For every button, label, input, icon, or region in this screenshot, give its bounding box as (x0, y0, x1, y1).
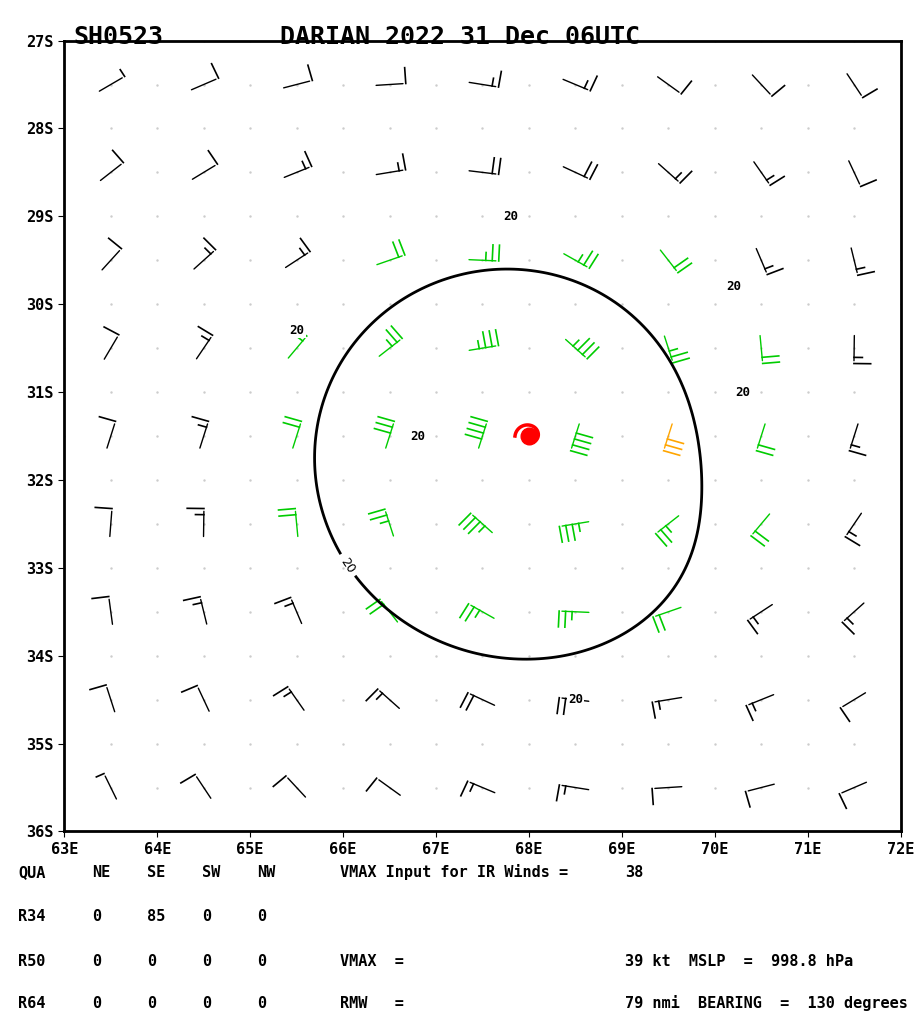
Text: RMW   =: RMW = (340, 996, 404, 1011)
Text: 20: 20 (410, 430, 425, 442)
Text: SH0523: SH0523 (74, 25, 164, 50)
Text: 0: 0 (147, 996, 156, 1011)
Text: 20: 20 (503, 210, 517, 223)
Text: 20: 20 (735, 385, 750, 399)
Text: 79 nmi  BEARING  =  130 degrees: 79 nmi BEARING = 130 degrees (625, 995, 908, 1011)
Text: 0: 0 (202, 910, 211, 925)
Text: 20: 20 (726, 280, 741, 293)
Text: R34: R34 (18, 910, 46, 925)
Text: SE: SE (147, 865, 165, 879)
Text: 20: 20 (568, 694, 583, 706)
Text: 0: 0 (92, 910, 101, 925)
Text: 0: 0 (202, 996, 211, 1011)
Text: SW: SW (202, 865, 221, 879)
Text: R64: R64 (18, 996, 46, 1011)
Text: 0: 0 (147, 954, 156, 969)
Text: 0: 0 (257, 910, 267, 925)
Text: 85: 85 (147, 910, 165, 925)
Text: VMAX  =: VMAX = (340, 954, 404, 969)
Text: 0: 0 (257, 996, 267, 1011)
Text: 0: 0 (202, 954, 211, 969)
Text: 0: 0 (257, 954, 267, 969)
Text: R50: R50 (18, 954, 46, 969)
Text: 0: 0 (92, 996, 101, 1011)
Text: 20: 20 (289, 324, 304, 337)
Text: NW: NW (257, 865, 276, 879)
Text: QUA: QUA (18, 865, 46, 879)
Text: DARIAN 2022 31 Dec 06UTC: DARIAN 2022 31 Dec 06UTC (279, 25, 640, 50)
Text: 0: 0 (92, 954, 101, 969)
Text: 39 kt  MSLP  =  998.8 hPa: 39 kt MSLP = 998.8 hPa (625, 954, 853, 969)
Text: 20: 20 (338, 555, 357, 575)
Text: VMAX Input for IR Winds =: VMAX Input for IR Winds = (340, 864, 568, 879)
Text: 38: 38 (625, 865, 643, 879)
Text: NE: NE (92, 865, 110, 879)
